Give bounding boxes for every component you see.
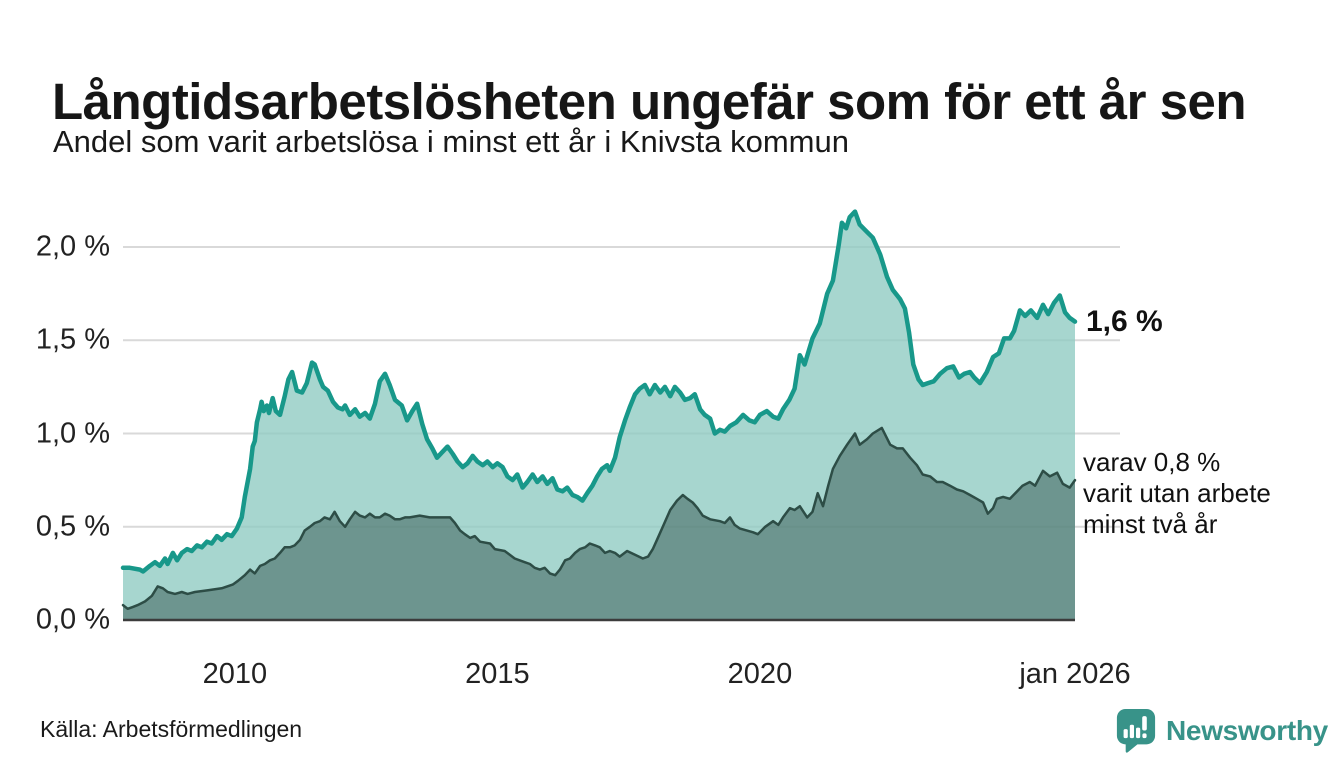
series-line-arbetslosa-minst-ett-ar — [120, 209, 1078, 574]
y-axis-tick-label: 0,0 % — [35, 603, 110, 636]
y-axis-tick-label: 0,5 % — [35, 510, 110, 543]
x-axis-tick-label: 2015 — [465, 658, 530, 690]
newsworthy-wordmark: Newsworthy — [1166, 714, 1328, 746]
newsworthy-bubble-chart-icon — [1116, 709, 1156, 753]
page-title: Långtidsarbetslösheten ungefär som för e… — [52, 73, 1247, 131]
latest-total-annotation: 1,6 % — [1086, 305, 1163, 338]
latest-two-years-annotation: varav 0,8 % varit utan arbete minst två … — [1083, 447, 1271, 539]
series-line-utan-arbete-minst-tva-ar — [121, 426, 1077, 611]
series-area-utan-arbete-minst-tva-ar — [123, 427, 1075, 620]
newsworthy-logo: Newsworthy — [1115, 707, 1328, 754]
y-axis-tick-label: 2,0 % — [35, 230, 110, 263]
source-note: Källa: Arbetsförmedlingen — [40, 716, 303, 742]
y-axis-tick-label: 1,0 % — [35, 417, 110, 449]
series-area-arbetslosa-minst-ett-ar — [123, 211, 1075, 620]
x-axis-tick-label: 2010 — [202, 658, 268, 690]
page-subtitle: Andel som varit arbetslösa i minst ett å… — [53, 124, 849, 159]
y-axis-tick-label: 1,5 % — [35, 323, 110, 356]
x-axis-tick-label: jan 2026 — [1019, 658, 1131, 690]
x-axis-tick-label: 2020 — [727, 658, 793, 690]
